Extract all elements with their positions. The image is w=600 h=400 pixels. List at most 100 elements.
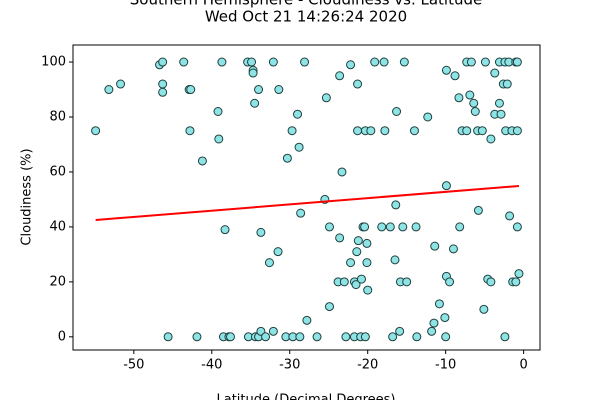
x-tick-label: -40 [201,358,222,373]
point [455,222,465,232]
point [104,85,114,95]
point [185,126,195,136]
x-tick-label: -50 [123,358,144,373]
point [486,277,496,287]
point [300,57,310,67]
y-tick-label: 100 [41,55,66,70]
point [496,109,506,119]
point [296,208,306,218]
point [287,126,297,136]
point [362,238,372,248]
chart-title: Southern Hemisphere - Cloudiness vs. Lat… [130,0,483,9]
point [341,332,351,342]
point [302,315,312,325]
point [346,258,356,268]
point [158,87,168,97]
point [91,126,101,136]
point [339,277,349,287]
point [399,57,409,67]
point [213,106,223,116]
point [273,247,283,257]
point [441,332,451,342]
point [466,57,476,67]
point [247,57,257,67]
point [179,57,189,67]
point [462,126,472,136]
point [379,57,389,67]
point [441,65,451,75]
point [362,258,372,268]
point [293,109,303,119]
point [282,153,292,163]
point [197,156,207,166]
point [324,222,334,232]
x-tick-label: -10 [435,358,456,373]
point [505,211,515,221]
point [217,57,227,67]
point [363,285,373,295]
point [268,57,278,67]
y-tick-label: 0 [58,329,66,344]
point [441,181,451,191]
point [220,225,230,235]
point [380,126,390,136]
x-tick-label: 0 [519,358,527,373]
point [321,93,331,103]
point [412,332,422,342]
point [294,142,304,152]
point [430,241,440,251]
chart-subtitle: Wed Oct 21 14:26:24 2020 [205,8,407,26]
point [312,332,322,342]
y-tick-label: 60 [49,164,66,179]
plot-frame [72,44,541,351]
point [274,85,284,95]
point [366,126,376,136]
point [390,255,400,265]
point [116,79,126,89]
point [486,134,496,144]
point [470,106,480,116]
point [346,60,356,70]
point [512,222,522,232]
point [392,106,402,116]
point [429,318,439,328]
point [335,71,345,81]
y-tick-label: 40 [49,219,66,234]
x-tick-label: -20 [357,358,378,373]
point [450,71,460,81]
point [409,126,419,136]
point [335,233,345,243]
regression-line [95,184,520,222]
point [256,227,266,237]
point [360,332,370,342]
point [264,258,274,268]
point [502,79,512,89]
point [512,57,522,67]
point [353,79,363,89]
point [192,332,202,342]
point [360,222,370,232]
point [248,68,258,78]
point [388,332,398,342]
point [214,134,224,144]
point [423,112,433,122]
point [448,244,458,254]
point [225,332,235,342]
point [163,332,173,342]
point [250,98,260,108]
point [268,326,278,336]
y-axis-label: Cloudiness (%) [20,148,35,245]
point [324,302,334,312]
point [385,222,395,232]
x-axis-label: Latitude (Decimal Degrees) [216,393,395,400]
point [480,57,490,67]
point [445,277,455,287]
point [500,332,510,342]
point [186,85,196,95]
y-tick-label: 20 [49,274,66,289]
point [473,205,483,215]
point [512,126,522,136]
point [370,57,380,67]
point [511,277,521,287]
point [353,126,363,136]
